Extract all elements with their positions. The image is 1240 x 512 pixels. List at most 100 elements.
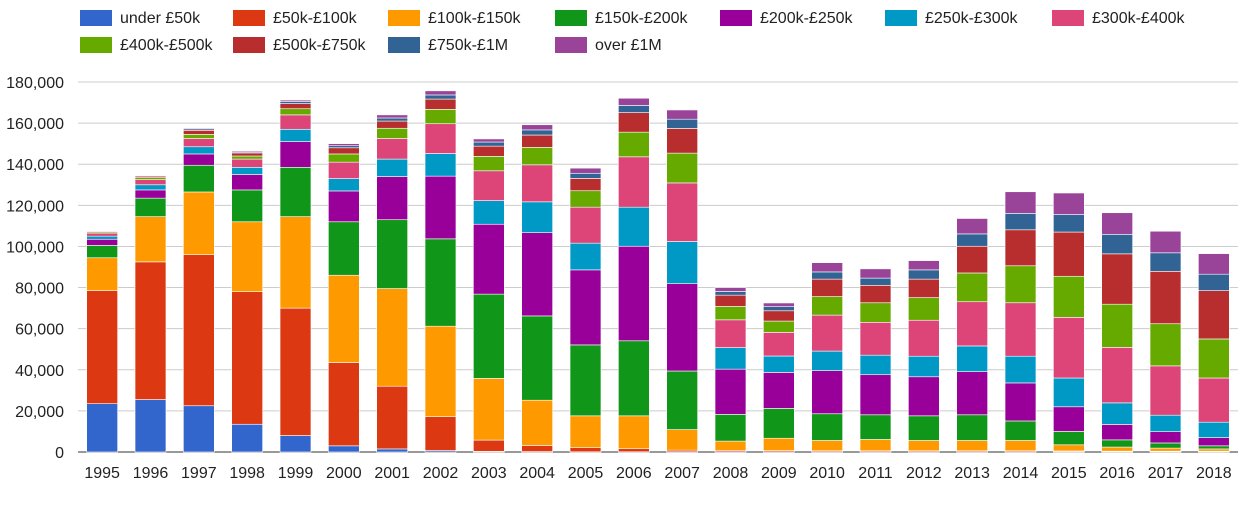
bar-segment — [1150, 443, 1181, 448]
bar-segment — [1053, 317, 1084, 378]
bar-segment — [715, 320, 746, 348]
legend-label: over £1M — [595, 37, 662, 54]
x-tick-label: 2001 — [374, 465, 410, 482]
legend-swatch — [885, 10, 917, 26]
y-tick-label: 20,000 — [15, 404, 64, 421]
bar-segment — [473, 146, 504, 156]
bar-segment — [667, 242, 698, 284]
bar-segment — [1005, 356, 1036, 383]
bar-segment — [473, 171, 504, 201]
bar-segment — [908, 440, 939, 450]
bar-segment — [280, 102, 311, 104]
bar-segment — [1005, 192, 1036, 214]
legend-item: over £1M — [555, 37, 662, 54]
bar-segment — [1102, 440, 1133, 447]
bar-segment — [1005, 230, 1036, 266]
bar-segment — [1102, 304, 1133, 347]
legend-swatch — [555, 37, 587, 53]
legend-label: £50k-£100k — [273, 10, 358, 27]
bar-segment — [860, 322, 891, 355]
x-tick-label: 2010 — [809, 465, 845, 482]
bar-segment — [183, 406, 214, 452]
legend-item: £300k-£400k — [1052, 10, 1186, 27]
bar-segment — [522, 202, 553, 233]
bar-segment — [812, 440, 843, 450]
x-tick-label: 2012 — [906, 465, 942, 482]
bar-segment — [135, 178, 166, 180]
x-tick-label: 2007 — [664, 465, 700, 482]
bar-segment — [87, 404, 118, 452]
bar-segment — [425, 154, 456, 177]
bar-segment — [908, 377, 939, 416]
bar-segment — [667, 110, 698, 119]
bar-segment — [957, 302, 988, 346]
bar-segment — [522, 400, 553, 445]
legend-item: under £50k — [80, 10, 201, 27]
bar-segment — [570, 270, 601, 345]
bar-segment — [473, 201, 504, 225]
bar-segment — [1053, 407, 1084, 432]
y-axis: 020,00040,00060,00080,000100,000120,0001… — [6, 75, 64, 462]
bar-segment — [715, 369, 746, 414]
bar-segment — [183, 128, 214, 129]
bar-segment — [87, 233, 118, 236]
bar-segment — [618, 113, 649, 133]
bar-segment — [860, 278, 891, 285]
bar-segment — [1005, 303, 1036, 356]
bar-segment — [667, 119, 698, 128]
bar-segment — [328, 154, 359, 162]
bar-segment — [135, 180, 166, 185]
bar-segment — [908, 298, 939, 321]
bar-segment — [87, 236, 118, 239]
bar-segment — [522, 316, 553, 400]
bar-segment — [1005, 266, 1036, 303]
x-tick-label: 2013 — [954, 465, 990, 482]
legend-swatch — [233, 37, 265, 53]
bar-segment — [667, 430, 698, 451]
bar-segment — [1053, 445, 1084, 451]
bar-segment — [763, 408, 794, 438]
bar-segment — [280, 104, 311, 109]
legend-swatch — [80, 37, 112, 53]
bar-segment — [1053, 431, 1084, 444]
bar-segment — [860, 415, 891, 440]
legend-label: £500k-£750k — [273, 37, 367, 54]
bar-segment — [135, 400, 166, 452]
bar-segment — [1198, 274, 1229, 290]
bar-segment — [377, 115, 408, 118]
bar-segment — [667, 371, 698, 430]
bar-segment — [812, 272, 843, 279]
bar-segment — [135, 217, 166, 262]
bar-segment — [1102, 234, 1133, 254]
bar-segment — [522, 445, 553, 451]
bar-segment — [377, 177, 408, 220]
bar-segment — [425, 109, 456, 123]
bar-segment — [425, 95, 456, 99]
bar-segment — [232, 190, 263, 222]
legend-item: £200k-£250k — [720, 10, 854, 27]
bar-segment — [183, 134, 214, 138]
bar-segment — [377, 220, 408, 289]
bar-segment — [908, 320, 939, 356]
bar-segment — [1150, 366, 1181, 415]
bar-segment — [570, 178, 601, 190]
bar-segment — [1102, 424, 1133, 439]
bar-segment — [522, 147, 553, 164]
bar-segment — [425, 124, 456, 154]
bar-segment — [522, 165, 553, 202]
legend-label: £750k-£1M — [428, 37, 508, 54]
bar-segment — [280, 109, 311, 115]
bar-segment — [1198, 339, 1229, 378]
bar-segment — [667, 284, 698, 371]
bar-segment — [377, 449, 408, 452]
bar-segment — [328, 146, 359, 148]
bar-segment — [1102, 254, 1133, 304]
bar-segment — [1150, 415, 1181, 431]
bar-segment — [860, 355, 891, 375]
bar-segment — [1005, 440, 1036, 450]
bar-segment — [1150, 231, 1181, 253]
bar-segment — [908, 261, 939, 270]
bar-segment — [232, 153, 263, 156]
y-tick-label: 160,000 — [6, 116, 64, 133]
y-tick-label: 100,000 — [6, 239, 64, 256]
